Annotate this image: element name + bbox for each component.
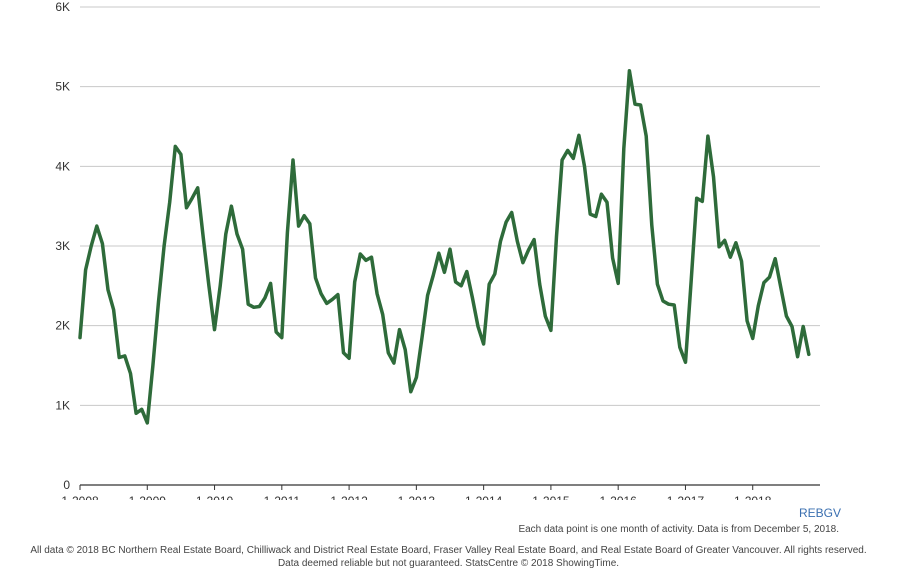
y-tick-label: 5K [55, 80, 70, 94]
x-tick-label: 1-2012 [330, 494, 368, 500]
legend-label: REBGV [798, 506, 841, 520]
gridlines [80, 6, 820, 486]
footer-copyright: All data © 2018 BC Northern Real Estate … [30, 545, 867, 556]
x-tick-label: 1-2013 [398, 494, 436, 500]
y-tick-label: 2K [55, 319, 70, 333]
x-tick-label: 1-2014 [465, 494, 503, 500]
y-axis-ticks: 0 1K 2K 3K 4K 5K 6K [55, 0, 70, 492]
x-tick-label: 1-2018 [734, 494, 772, 500]
x-tick-label: 1-2010 [196, 494, 234, 500]
x-tick-label: 1-2011 [264, 494, 301, 500]
footer-disclaimer: Data deemed reliable but not guaranteed.… [277, 558, 620, 569]
series-line-rebgv [78, 68, 811, 425]
data-note: Each data point is one month of activity… [518, 524, 839, 535]
y-tick-label: 1K [55, 398, 70, 412]
x-tick-label: 1-2017 [667, 494, 705, 500]
series-group [78, 68, 811, 425]
y-tick-label: 4K [55, 159, 70, 173]
y-tick-label: 3K [55, 239, 70, 253]
x-tick-label: 1-2009 [129, 494, 167, 500]
footer: All data © 2018 BC Northern Real Estate … [0, 544, 897, 570]
x-tick-label: 1-2008 [61, 494, 99, 500]
y-tick-label: 6K [55, 0, 70, 14]
x-tick-label: 1-2015 [532, 494, 570, 500]
x-tick-label: 1-2016 [599, 494, 637, 500]
x-axis-ticks: 1-2008 1-2009 1-2010 1-2011 1-2012 1-2013 1-20… [61, 485, 772, 500]
y-tick-label: 0 [63, 478, 70, 492]
